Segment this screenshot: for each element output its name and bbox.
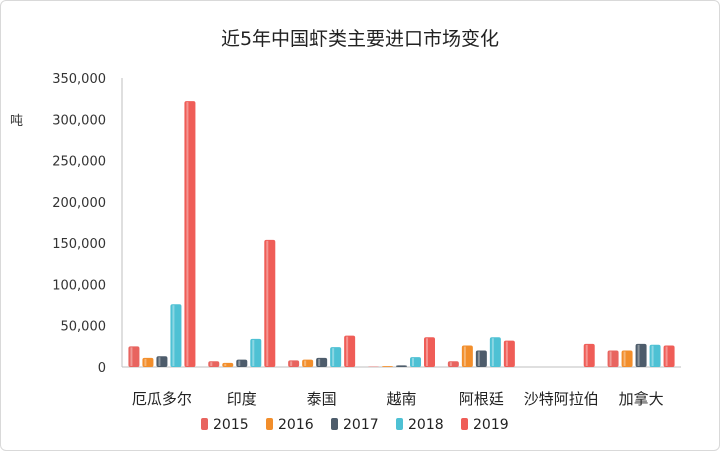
bar-highlight (224, 363, 227, 366)
bar-2016-2 (302, 359, 314, 367)
bar-highlight (651, 345, 654, 366)
x-category-label: 沙特阿拉伯 (524, 390, 599, 408)
bar-highlight (609, 351, 612, 366)
chart-title: 近5年中国虾类主要进口市场变化 (221, 28, 499, 50)
bar-2017-2 (316, 357, 328, 367)
x-category-label: 厄瓜多尔 (132, 390, 192, 408)
legend-label: 2015 (213, 417, 249, 433)
y-tick-label: 0 (98, 361, 106, 376)
bar-highlight (346, 336, 349, 366)
x-category-label: 印度 (227, 390, 257, 408)
bar-2015-6 (607, 350, 619, 367)
bar-2016-1 (222, 362, 234, 367)
legend-label: 2016 (278, 417, 314, 433)
bar-2015-2 (288, 360, 300, 367)
bar-highlight (290, 361, 293, 366)
bar-highlight (210, 362, 213, 366)
bar-highlight (266, 240, 269, 366)
bar-highlight (505, 341, 508, 366)
bar-highlight (252, 339, 255, 366)
bar-highlight (304, 360, 307, 366)
y-tick-label: 100,000 (52, 278, 106, 293)
bar-2017-6 (635, 343, 647, 367)
legend-swatch-2018 (396, 418, 403, 430)
x-category-label: 越南 (386, 390, 416, 408)
legend-label: 2019 (473, 417, 509, 433)
bar-highlight (332, 348, 335, 366)
bar-highlight (463, 346, 466, 366)
y-tick-label: 350,000 (52, 72, 106, 87)
y-tick-label: 50,000 (61, 320, 107, 335)
bar-2018-6 (649, 344, 661, 367)
bar-2019-2 (344, 335, 356, 367)
bar-2017-3 (396, 365, 407, 367)
legend-swatch-2016 (266, 418, 273, 430)
bar-2015-4 (447, 361, 459, 367)
y-tick-label: 250,000 (52, 155, 106, 170)
bar-2018-0 (170, 304, 182, 367)
x-category-label: 泰国 (307, 390, 337, 408)
bar-highlight (158, 357, 161, 366)
bar-2016-3 (382, 366, 393, 367)
bar-2019-5 (583, 343, 595, 367)
bar-2017-0 (156, 356, 168, 367)
bar-2019-3 (424, 337, 435, 367)
x-category-label: 阿根廷 (459, 390, 504, 408)
bar-2018-3 (410, 357, 421, 367)
bar-highlight (130, 347, 133, 366)
bar-2015-0 (128, 346, 140, 367)
bar-2019-1 (264, 239, 276, 367)
bar-2019-4 (503, 340, 515, 367)
bar-2018-2 (330, 347, 342, 367)
bar-highlight (412, 358, 414, 366)
y-axis-label: 吨 (10, 114, 23, 129)
legend-swatch-2017 (331, 418, 338, 430)
bar-highlight (623, 351, 626, 366)
bar-2019-6 (663, 345, 675, 367)
bar-2016-4 (461, 345, 473, 367)
legend-label: 2018 (408, 417, 444, 433)
bar-2019-0 (184, 101, 196, 368)
bar-highlight (585, 344, 588, 366)
bar-highlight (318, 358, 321, 366)
bar-2016-0 (142, 357, 154, 367)
bar-2015-1 (208, 361, 220, 367)
bar-2018-1 (250, 338, 262, 367)
bar-highlight (144, 358, 147, 366)
legend-label: 2017 (343, 417, 379, 433)
legend-swatch-2019 (461, 418, 468, 430)
bar-2016-6 (621, 350, 633, 367)
bar-highlight (491, 338, 494, 366)
bar-highlight (186, 102, 189, 367)
x-category-label: 加拿大 (619, 390, 664, 408)
bar-highlight (637, 344, 640, 366)
bar-highlight (426, 338, 428, 366)
bar-highlight (172, 305, 175, 366)
bar-highlight (449, 362, 452, 366)
bar-2017-1 (236, 359, 248, 367)
bar-highlight (665, 346, 668, 366)
y-tick-label: 300,000 (52, 113, 106, 128)
bar-2017-4 (475, 350, 487, 367)
bar-2018-4 (489, 337, 501, 367)
bar-highlight (477, 351, 480, 366)
y-tick-label: 150,000 (52, 237, 106, 252)
bar-highlight (238, 360, 241, 366)
y-tick-label: 200,000 (52, 196, 106, 211)
legend-swatch-2015 (201, 418, 208, 430)
